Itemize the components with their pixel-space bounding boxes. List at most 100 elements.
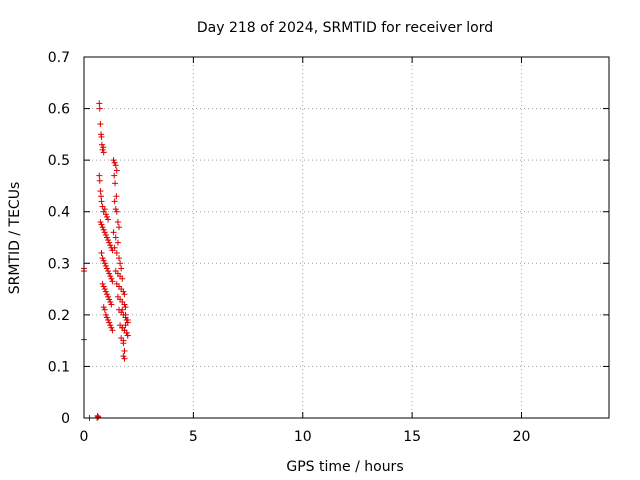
data-point — [112, 180, 119, 187]
data-point — [111, 198, 118, 205]
data-point — [98, 133, 105, 140]
data-point — [103, 314, 110, 321]
plot-frame — [83, 56, 610, 419]
data-point — [103, 234, 110, 241]
data-point — [106, 270, 113, 277]
data-point — [120, 288, 127, 295]
data-point — [124, 332, 131, 339]
data-point — [100, 304, 107, 311]
data-point — [122, 304, 129, 311]
data-point — [108, 301, 115, 308]
data-point — [113, 193, 120, 200]
axis-ticks: 0 5 10 15 20 0 0.1 0.2 0.3 0.4 0.5 0.6 0.7 — [48, 50, 609, 445]
data-point — [98, 198, 105, 205]
data-point — [110, 229, 117, 236]
data-point — [98, 221, 105, 228]
x-tick-label: 20 — [513, 429, 531, 445]
x-tick-label: 0 — [80, 429, 89, 445]
x-tick-label: 5 — [189, 429, 198, 445]
data-point — [98, 249, 105, 256]
data-point — [121, 301, 128, 308]
data-point — [105, 237, 112, 244]
data-point — [96, 105, 103, 112]
data-point — [100, 226, 107, 233]
y-tick-label: 0.6 — [48, 102, 70, 118]
data-point — [100, 283, 107, 290]
data-point — [118, 265, 125, 272]
data-point — [108, 324, 115, 331]
data-point — [112, 206, 119, 213]
data-point — [109, 327, 116, 334]
data-point — [99, 280, 106, 287]
data-point — [109, 278, 116, 285]
data-point — [98, 193, 105, 200]
data-point — [106, 319, 113, 326]
data-point — [102, 311, 109, 318]
data-point — [102, 231, 109, 238]
data-point — [96, 177, 103, 184]
data-point — [102, 262, 109, 269]
data-point — [119, 275, 126, 282]
data-point — [105, 216, 112, 223]
data-point — [121, 347, 128, 354]
data-point — [100, 149, 107, 156]
y-tick-label: 0.2 — [48, 308, 70, 324]
data-point — [105, 293, 112, 300]
x-axis-label: GPS time / hours — [286, 459, 403, 475]
data-point — [111, 244, 118, 251]
data-point — [97, 121, 104, 128]
data-point — [117, 260, 124, 267]
data-point — [121, 291, 128, 298]
data-point — [107, 242, 114, 249]
data-point — [116, 255, 122, 262]
data-point — [105, 268, 112, 275]
data-point — [119, 306, 126, 313]
data-point — [112, 234, 119, 241]
y-tick-label: 0.5 — [48, 153, 70, 169]
data-point — [112, 162, 119, 169]
data-point — [110, 157, 117, 164]
data-point — [100, 257, 107, 264]
data-point — [111, 172, 118, 179]
y-tick-label: 0 — [61, 411, 70, 427]
data-point — [108, 275, 115, 282]
x-tick-label: 10 — [294, 429, 312, 445]
data-point — [122, 322, 129, 329]
data-point — [102, 211, 109, 218]
data-point — [116, 224, 122, 231]
y-tick-label: 0.3 — [48, 256, 70, 272]
data-point — [122, 311, 129, 318]
data-point — [114, 219, 121, 226]
data-point — [96, 172, 103, 179]
y-tick-label: 0.7 — [48, 50, 70, 66]
data-point — [100, 144, 107, 151]
chart-title: Day 218 of 2024, SRMTID for receiver lor… — [197, 20, 493, 36]
data-point — [99, 146, 106, 153]
data-point — [113, 249, 120, 256]
data-point — [96, 100, 103, 107]
data-point — [103, 291, 110, 298]
data-point — [99, 255, 106, 262]
data-point — [101, 286, 108, 293]
data-point — [98, 141, 105, 148]
data-points — [81, 100, 131, 421]
data-point — [102, 288, 109, 295]
y-axis-label: SRMTID / TECUs — [7, 182, 23, 295]
data-point — [103, 265, 110, 272]
data-point — [111, 159, 118, 166]
y-tick-label: 0.1 — [48, 359, 70, 375]
data-point — [113, 208, 120, 215]
data-point — [120, 353, 127, 360]
y-tick-label: 0.4 — [48, 205, 70, 221]
data-point — [103, 213, 110, 220]
x-tick-label: 15 — [403, 429, 421, 445]
data-point — [106, 296, 113, 303]
grid-lines — [84, 57, 609, 418]
data-point — [101, 260, 108, 267]
data-point — [106, 239, 113, 246]
data-point — [107, 273, 114, 280]
data-point — [114, 239, 121, 246]
data-point — [95, 413, 102, 420]
data-point — [113, 167, 120, 174]
